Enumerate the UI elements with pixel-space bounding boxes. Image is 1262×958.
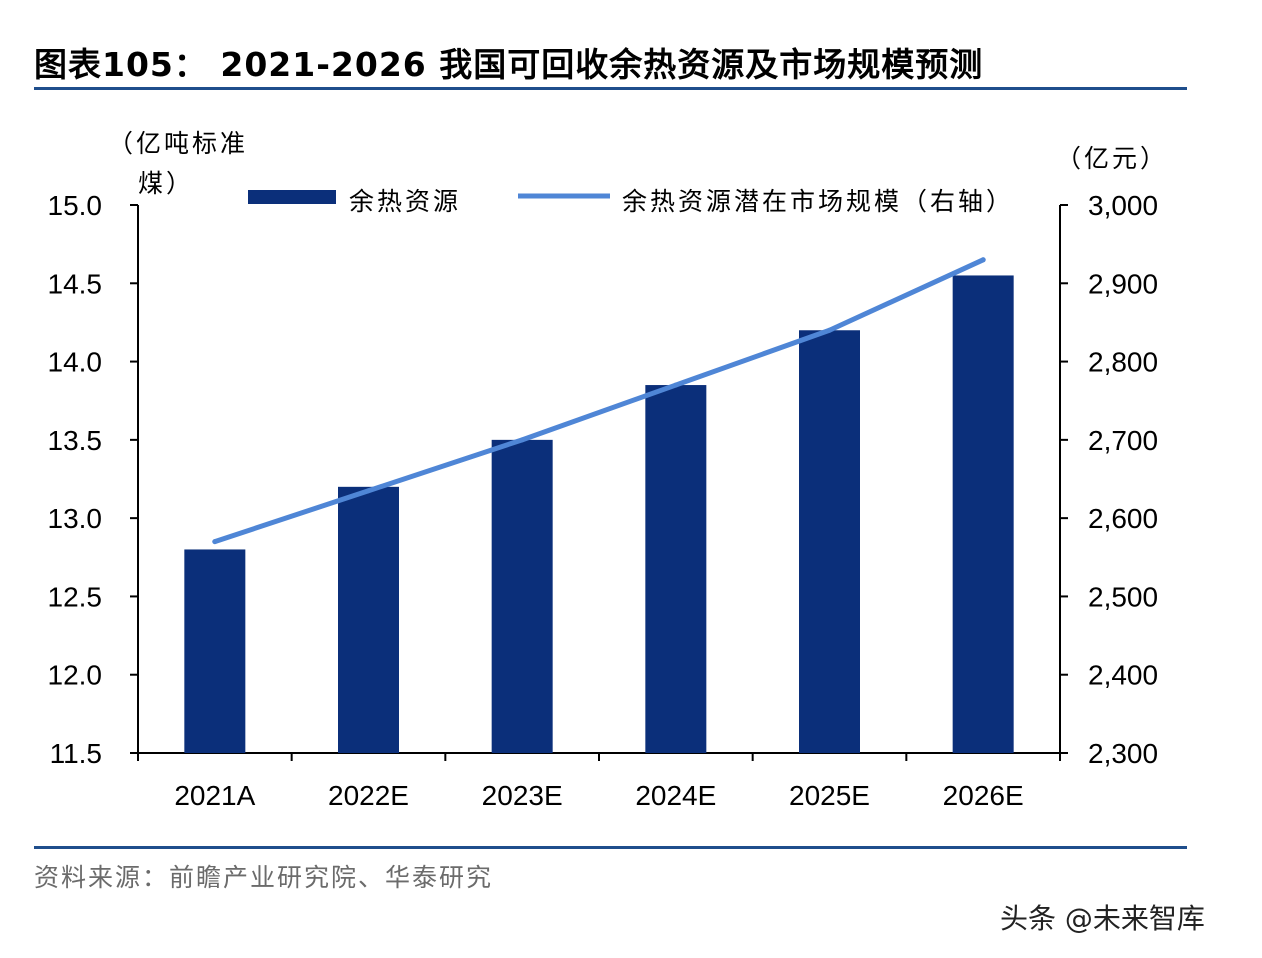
bar — [491, 439, 553, 753]
right-tick-label: 2,300 — [1088, 738, 1158, 769]
right-tick-label: 2,800 — [1088, 347, 1158, 378]
right-tick-label: 3,000 — [1088, 190, 1158, 221]
line-point — [673, 382, 679, 388]
x-tick-label: 2026E — [943, 780, 1024, 811]
line-point — [212, 539, 218, 545]
source-divider — [34, 846, 1187, 849]
left-tick-label: 14.0 — [48, 347, 103, 378]
legend-bar-label: 余热资源 — [349, 187, 461, 216]
left-axis-unit-line2: 煤） — [138, 169, 194, 198]
left-axis-unit-line1: （亿吨标准 — [108, 129, 248, 158]
right-tick-label: 2,400 — [1088, 660, 1158, 691]
chart-axes — [130, 204, 1068, 761]
left-tick-label: 14.5 — [48, 268, 103, 299]
left-tick-label: 15.0 — [48, 190, 103, 221]
source-note: 资料来源：前瞻产业研究院、华泰研究 — [34, 863, 494, 892]
tick-labels: 11.5 12.0 12.5 13.0 13.5 14.0 14.5 15.0 2,300 2,4… — [48, 190, 1159, 811]
x-tick-label: 2025E — [789, 780, 870, 811]
title-underline — [34, 87, 1187, 90]
left-tick-label: 13.5 — [48, 425, 103, 456]
chart-title: 图表105： 2021-2026 我国可回收余热资源及市场规模预测 — [34, 45, 984, 84]
legend-line-label: 余热资源潜在市场规模（右轴） — [622, 187, 1014, 216]
right-tick-label: 2,500 — [1088, 581, 1158, 612]
x-tick-label: 2021A — [174, 780, 255, 811]
bar — [952, 275, 1014, 753]
line-series — [212, 257, 986, 545]
right-tick-label: 2,700 — [1088, 425, 1158, 456]
line-point — [366, 488, 371, 494]
right-axis-unit: （亿元） — [1056, 144, 1168, 173]
left-tick-label: 12.0 — [48, 660, 103, 691]
legend: 余热资源 余热资源潜在市场规模（右轴） — [248, 187, 1014, 216]
left-tick-label: 11.5 — [50, 738, 102, 769]
bar — [799, 330, 860, 753]
bar-series — [184, 275, 1014, 753]
line-point — [519, 437, 525, 443]
left-tick-label: 13.0 — [48, 503, 103, 534]
bar — [338, 486, 399, 753]
legend-bar-swatch — [248, 190, 336, 204]
right-tick-label: 2,900 — [1088, 268, 1158, 299]
left-tick-label: 12.5 — [48, 581, 103, 612]
line-point — [980, 257, 986, 263]
x-tick-label: 2024E — [635, 780, 716, 811]
bar — [184, 549, 246, 753]
watermark: 头条 @未来智库 — [1000, 902, 1205, 935]
x-tick-label: 2022E — [328, 780, 409, 811]
line-point — [827, 327, 832, 333]
x-tick-label: 2023E — [482, 780, 563, 811]
bar — [645, 385, 707, 753]
market-size-line — [212, 257, 986, 545]
right-tick-label: 2,600 — [1088, 503, 1158, 534]
